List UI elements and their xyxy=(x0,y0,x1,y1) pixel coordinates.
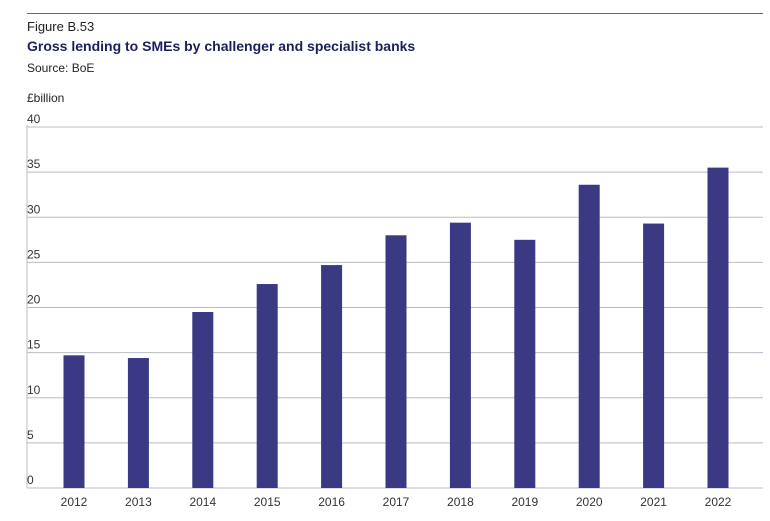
bar-2014 xyxy=(192,312,214,488)
y-axis-unit-label: £billion xyxy=(27,91,65,105)
bar-2017 xyxy=(385,235,407,488)
bar-2013 xyxy=(127,358,149,488)
bar-2020 xyxy=(578,184,600,488)
y-tick-labels: 0 5 10 15 20 25 30 35 40 xyxy=(27,112,41,487)
x-tick-label-2017: 2017 xyxy=(383,495,410,509)
x-tick-label-2014: 2014 xyxy=(189,495,216,509)
bar-2021 xyxy=(643,223,665,488)
chart-source: Source: BoE xyxy=(27,61,95,75)
x-tick-label-2021: 2021 xyxy=(640,495,667,509)
y-tick-label-20: 20 xyxy=(27,293,41,307)
y-tick-label-30: 30 xyxy=(27,202,41,216)
y-tick-label-0: 0 xyxy=(27,473,34,487)
bar-2016 xyxy=(321,265,343,488)
y-tick-label-10: 10 xyxy=(27,383,41,397)
chart-title: Gross lending to SMEs by challenger and … xyxy=(27,38,416,54)
y-tick-label-35: 35 xyxy=(27,157,41,171)
x-tick-label-2016: 2016 xyxy=(318,495,345,509)
x-tick-label-2019: 2019 xyxy=(511,495,538,509)
x-tick-label-2015: 2015 xyxy=(254,495,281,509)
bar-2019 xyxy=(514,239,536,488)
bar-2015 xyxy=(256,284,278,488)
x-tick-label-2018: 2018 xyxy=(447,495,474,509)
y-tick-label-40: 40 xyxy=(27,112,41,126)
x-tick-label-2013: 2013 xyxy=(125,495,152,509)
y-tick-label-5: 5 xyxy=(27,428,34,442)
x-tick-label-2022: 2022 xyxy=(705,495,732,509)
top-rule xyxy=(27,13,763,14)
bars xyxy=(63,167,729,489)
x-tick-label-2012: 2012 xyxy=(61,495,88,509)
bar-2022 xyxy=(707,167,729,489)
bar-2018 xyxy=(449,222,471,489)
y-tick-label-25: 25 xyxy=(27,247,41,261)
x-tick-labels: 2012 2013 2014 2015 2016 2017 2018 2019 2020 2021… xyxy=(61,495,732,509)
y-tick-label-15: 15 xyxy=(27,338,41,352)
figure-label: Figure B.53 xyxy=(27,19,95,34)
bar-2012 xyxy=(63,355,85,488)
x-tick-label-2020: 2020 xyxy=(576,495,603,509)
